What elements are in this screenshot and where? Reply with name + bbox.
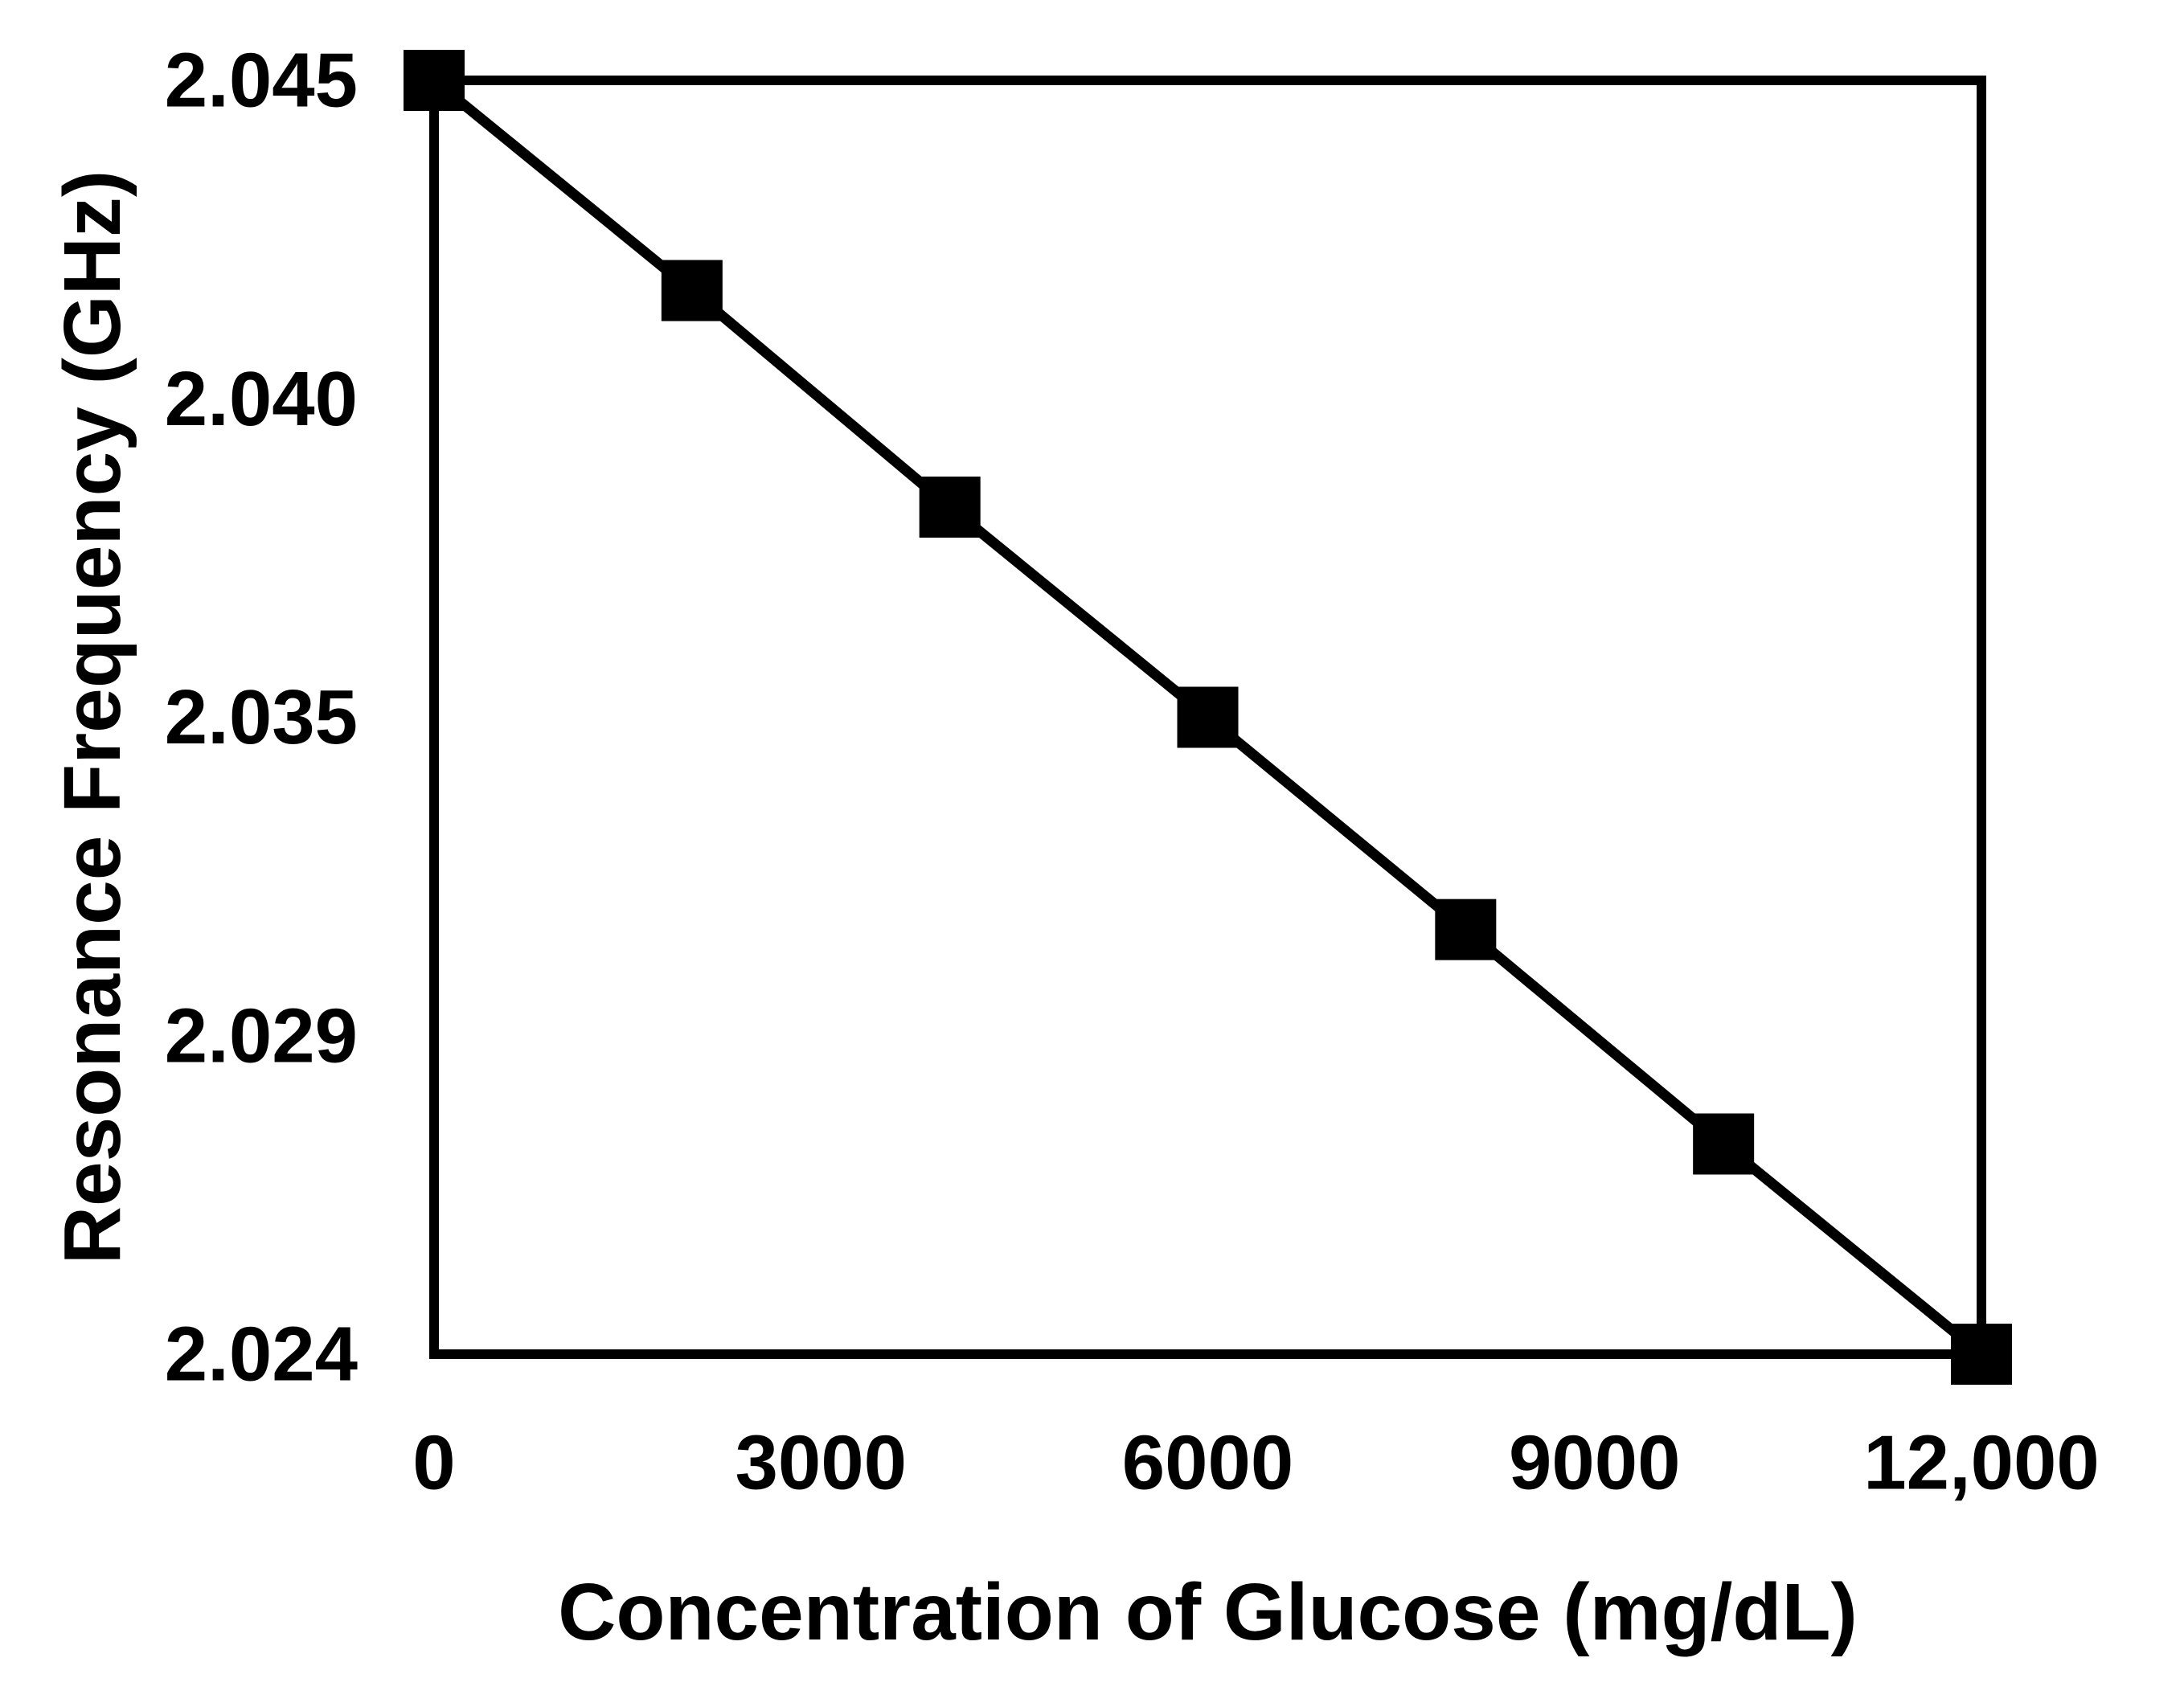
y-tick-label: 2.040	[165, 356, 358, 442]
data-point-marker	[1435, 899, 1497, 960]
x-axis-tick-labels: 0 3000 6000 9000 12,000	[412, 1420, 2100, 1506]
x-tick-label: 6000	[1122, 1420, 1294, 1506]
data-point-marker	[661, 260, 723, 321]
y-axis-tick-labels: 2.045 2.040 2.035 2.029 2.024	[165, 38, 358, 1398]
plot-area-border	[429, 76, 1986, 1359]
y-tick-label: 2.024	[165, 1312, 358, 1398]
y-tick-label: 2.035	[165, 674, 358, 760]
data-point-marker	[404, 50, 465, 111]
x-tick-label: 3000	[735, 1420, 907, 1506]
y-tick-label: 2.029	[165, 993, 358, 1079]
x-tick-label: 12,000	[1863, 1420, 2100, 1506]
y-axis-title: Resonance Frequency (GHz)	[47, 170, 137, 1264]
data-point-marker	[1177, 686, 1239, 748]
x-tick-label: 9000	[1509, 1420, 1681, 1506]
data-point-marker	[1951, 1324, 2012, 1385]
x-axis-title: Concentration of Glucose (mg/dL)	[558, 1567, 1858, 1657]
data-point-marker	[1693, 1113, 1755, 1175]
y-tick-label: 2.045	[165, 38, 358, 124]
x-tick-label: 0	[412, 1420, 455, 1506]
data-point-marker	[919, 476, 981, 538]
series-markers	[404, 50, 2012, 1385]
